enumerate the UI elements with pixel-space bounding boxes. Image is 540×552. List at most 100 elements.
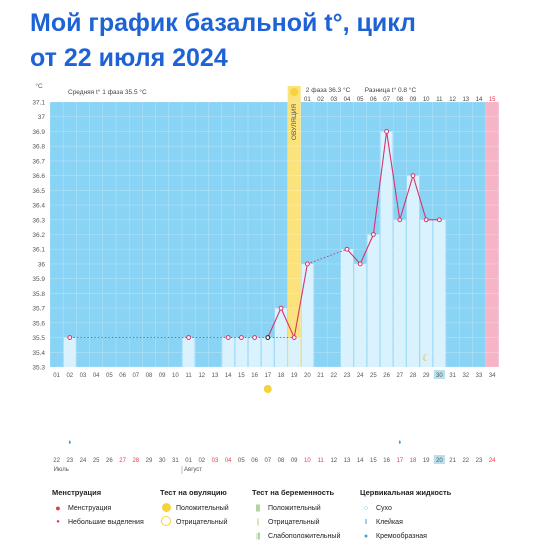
cycle-day-label: 07 bbox=[132, 373, 139, 379]
selected-day-highlight bbox=[433, 370, 445, 379]
date-label: 05 bbox=[238, 458, 245, 464]
y-tick-label: 36.7 bbox=[32, 158, 45, 165]
y-tick-label: 35.8 bbox=[32, 291, 45, 298]
temperature-point[interactable] bbox=[371, 232, 376, 237]
date-label: 04 bbox=[225, 458, 232, 464]
date-label: 23 bbox=[66, 458, 73, 464]
date-label: 06 bbox=[251, 458, 258, 464]
legend-pregnancy-test: Тест на беременность || Положительный | От… bbox=[252, 488, 340, 543]
small-drop-icon: ● bbox=[56, 519, 60, 525]
date-label: 19 bbox=[423, 458, 430, 464]
drop-icon bbox=[398, 440, 401, 444]
date-label: 25 bbox=[93, 458, 100, 464]
period-expected-column bbox=[485, 102, 499, 367]
date-label: 18 bbox=[410, 458, 417, 464]
date-label: 16 bbox=[383, 458, 390, 464]
legend-sticky-item: I Клейкая bbox=[360, 515, 451, 529]
legend-preg-negative-item: | Отрицательный bbox=[252, 515, 340, 529]
temperature-bar bbox=[288, 337, 301, 367]
temperature-bar bbox=[420, 219, 433, 367]
phase2-day-label: 09 bbox=[410, 97, 417, 103]
temperature-point[interactable] bbox=[186, 335, 192, 340]
temperature-point[interactable] bbox=[291, 335, 297, 340]
empty-drop-icon: ○ bbox=[363, 504, 369, 512]
date-label: 08 bbox=[278, 458, 285, 464]
phase2-day-label: 01 bbox=[304, 97, 311, 103]
temperature-point[interactable] bbox=[410, 173, 416, 179]
cycle-day-label: 05 bbox=[106, 373, 113, 379]
y-unit-label: °C bbox=[35, 82, 43, 90]
temperature-bar bbox=[261, 337, 274, 367]
y-tick-label: 36.6 bbox=[32, 173, 45, 180]
cycle-day-label: 32 bbox=[462, 373, 469, 379]
temperature-line-segment bbox=[280, 307, 295, 338]
temperature-point[interactable] bbox=[437, 217, 442, 223]
cycle-day-label: 24 bbox=[357, 373, 364, 379]
y-tick-label: 35.9 bbox=[32, 276, 45, 283]
temperature-bar bbox=[182, 337, 195, 367]
y-tick-label: 35.4 bbox=[32, 350, 45, 357]
date-label: 22 bbox=[53, 458, 60, 464]
temperature-point[interactable] bbox=[225, 335, 231, 340]
y-tick-label: 36.4 bbox=[32, 203, 45, 210]
date-label: 24 bbox=[80, 458, 87, 464]
sticky-icon: I bbox=[365, 518, 367, 526]
temperature-point[interactable] bbox=[357, 261, 363, 267]
phase2-day-label: 04 bbox=[344, 97, 351, 103]
legend-cervical: Цервикальная жидкость ○ Сухо I Клейкая ● Кр… bbox=[360, 488, 451, 543]
temperature-point[interactable] bbox=[252, 335, 258, 340]
temperature-line-segment bbox=[293, 263, 308, 338]
cycle-day-label: 33 bbox=[476, 373, 483, 379]
cycle-day-label: 04 bbox=[93, 373, 100, 379]
temperature-point[interactable] bbox=[305, 261, 310, 267]
date-label: 27 bbox=[119, 458, 126, 464]
cycle-day-label: 22 bbox=[330, 373, 337, 379]
title-line-1: Мой график базальной t°, цикл bbox=[30, 9, 416, 37]
temperature-bar bbox=[380, 131, 393, 367]
temperature-point[interactable] bbox=[67, 335, 73, 340]
temperature-bar bbox=[354, 263, 367, 367]
phase2-day-label: 03 bbox=[330, 97, 337, 103]
temperature-point[interactable] bbox=[344, 246, 350, 252]
date-label: 24 bbox=[489, 458, 496, 464]
phase2-day-label: 15 bbox=[489, 97, 496, 103]
cycle-day-label: 15 bbox=[238, 373, 245, 379]
y-tick-label: 36.1 bbox=[32, 247, 45, 254]
temperature-point[interactable] bbox=[239, 335, 244, 340]
temperature-bar bbox=[393, 219, 406, 367]
temperature-point[interactable] bbox=[278, 305, 284, 311]
date-label: 21 bbox=[449, 458, 456, 464]
temperature-bar bbox=[367, 234, 380, 367]
temperature-point[interactable] bbox=[384, 129, 390, 134]
temperature-bar bbox=[341, 249, 353, 367]
temperature-point[interactable] bbox=[265, 335, 271, 340]
y-tick-label: 36.5 bbox=[32, 188, 45, 195]
date-label: 11 bbox=[317, 458, 324, 464]
bbt-chart[interactable]: 35.3 35.4 35.5 35.6 35.7 35.8 35.9 36 36.1 36.2 36… bbox=[0, 78, 540, 478]
legend-creamy-label: Кремообразная bbox=[376, 532, 427, 540]
date-label: 13 bbox=[344, 458, 351, 464]
cycle-day-label: 27 bbox=[396, 373, 403, 379]
y-tick-label: 37 bbox=[38, 114, 46, 121]
one-line-icon: | bbox=[257, 518, 259, 526]
cycle-day-label: 08 bbox=[146, 373, 153, 379]
legend-ovu-positive-item: Положительный bbox=[160, 501, 229, 515]
date-label: 22 bbox=[462, 458, 469, 464]
cycle-day-label: 34 bbox=[489, 373, 496, 379]
temperature-point[interactable] bbox=[423, 217, 429, 223]
temperature-bar bbox=[63, 337, 76, 367]
legend-menstruation-title: Менструация bbox=[52, 488, 102, 497]
legend-sticky-label: Клейкая bbox=[376, 518, 403, 526]
temperature-point[interactable] bbox=[397, 217, 403, 223]
legend-preg-negative-label: Отрицательный bbox=[268, 518, 320, 526]
legend-menstruation-item: ● Менструация bbox=[52, 501, 144, 515]
date-label: 30 bbox=[159, 458, 166, 464]
date-label: 17 bbox=[396, 458, 403, 464]
cycle-day-label: 01 bbox=[53, 373, 60, 379]
cycle-day-label: 21 bbox=[317, 373, 324, 379]
temperature-bar bbox=[301, 263, 314, 367]
temperature-line-segment bbox=[267, 307, 282, 338]
cycle-day-label: 26 bbox=[383, 373, 390, 379]
date-label: 09 bbox=[291, 458, 298, 464]
phase2-day-label: 11 bbox=[436, 97, 443, 103]
